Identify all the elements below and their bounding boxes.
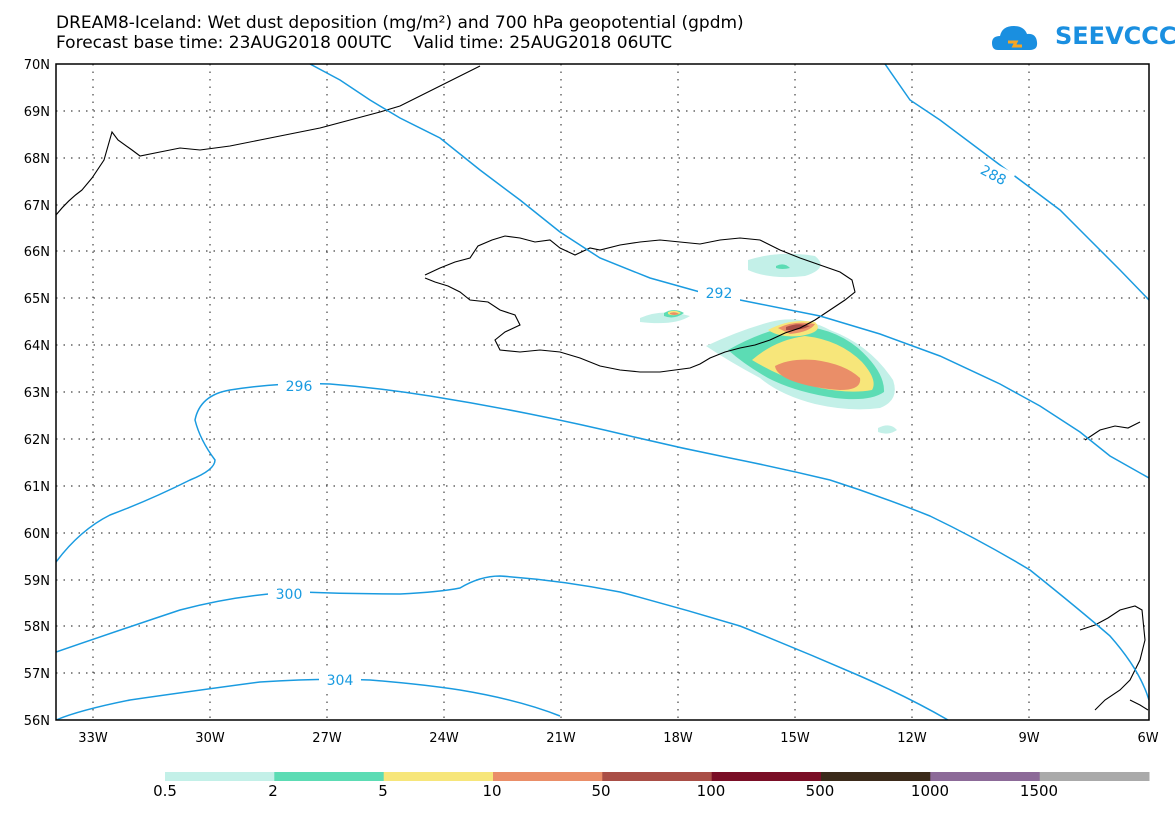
map-title-line2: Forecast base time: 23AUG2018 00UTC Vali… — [56, 33, 673, 53]
contour-label-304: 304 — [327, 673, 354, 689]
lat-label: 66N — [24, 245, 50, 260]
colorbar-swatch — [930, 772, 1041, 781]
lon-label: 30W — [195, 731, 225, 746]
colorbar — [165, 772, 1150, 781]
colorbar-label: 1500 — [1019, 782, 1059, 800]
colorbar-swatch — [165, 772, 275, 781]
colorbar-label: 10 — [482, 782, 502, 800]
lon-label: 15W — [780, 731, 810, 746]
lat-label: 61N — [24, 480, 50, 495]
lat-label: 65N — [24, 292, 50, 307]
colorbar-swatch — [711, 772, 822, 781]
lat-label: 68N — [24, 152, 50, 167]
lon-label: 24W — [429, 731, 459, 746]
lat-label: 57N — [24, 667, 50, 682]
lat-label: 60N — [24, 527, 50, 542]
lon-label: 6W — [1137, 731, 1158, 746]
logo-text: SEEVCCC — [1055, 22, 1175, 50]
colorbar-label: 50 — [591, 782, 611, 800]
lat-label: 59N — [24, 574, 50, 589]
colorbar-label: 500 — [805, 782, 835, 800]
dust-deposition-shading — [640, 253, 897, 434]
lat-label: 58N — [24, 620, 50, 635]
lon-tick-labels: 33W 30W 27W 24W 21W 18W 15W 12W 9W 6W — [78, 731, 1158, 746]
lat-label: 56N — [24, 714, 50, 729]
colorbar-swatch — [1039, 772, 1150, 781]
colorbar-swatch — [274, 772, 385, 781]
colorbar-swatch — [821, 772, 931, 781]
colorbar-swatch — [493, 772, 603, 781]
lat-label: 70N — [24, 58, 50, 73]
contour-label-300: 300 — [276, 587, 303, 603]
contour-label-292: 292 — [706, 286, 733, 302]
lon-label: 21W — [546, 731, 576, 746]
contour-labels: 288 292 296 300 304 — [268, 156, 1016, 690]
colorbar-label: 100 — [696, 782, 726, 800]
colorbar-swatch — [383, 772, 494, 781]
geopotential-contours — [56, 64, 1149, 720]
cloud-icon — [992, 26, 1038, 50]
colorbar-label: 0.5 — [153, 782, 177, 800]
map-title-line1: DREAM8-Iceland: Wet dust deposition (mg/… — [56, 13, 744, 33]
map-frame — [55, 63, 1150, 721]
lon-label: 9W — [1018, 731, 1039, 746]
contour-label-296: 296 — [286, 379, 313, 395]
lon-label: 18W — [663, 731, 693, 746]
lon-label: 12W — [897, 731, 927, 746]
lon-label: 33W — [78, 731, 108, 746]
coastlines — [56, 65, 1149, 711]
lat-label: 67N — [24, 199, 50, 214]
lat-tick-labels: 70N 69N 68N 67N 66N 65N 64N 63N 62N 61N … — [24, 58, 50, 729]
colorbar-label: 5 — [378, 782, 388, 800]
colorbar-label: 1000 — [910, 782, 950, 800]
lat-label: 63N — [24, 386, 50, 401]
colorbar-swatch — [602, 772, 713, 781]
lon-label: 27W — [312, 731, 342, 746]
lat-label: 69N — [24, 105, 50, 120]
colorbar-label: 2 — [268, 782, 278, 800]
lat-label: 64N — [24, 339, 50, 354]
lat-label: 62N — [24, 433, 50, 448]
